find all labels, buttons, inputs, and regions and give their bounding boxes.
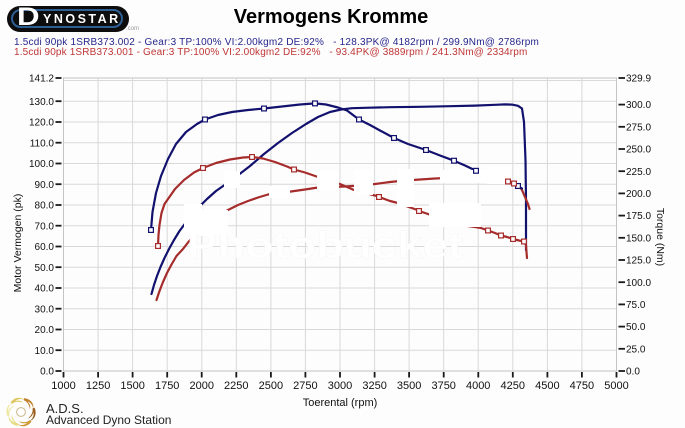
svg-text:Toerental (rpm): Toerental (rpm)	[303, 397, 378, 409]
svg-text:300.0: 300.0	[626, 100, 651, 111]
svg-text:20.0: 20.0	[35, 325, 55, 336]
svg-text:4750: 4750	[570, 380, 594, 392]
svg-text:50.0: 50.0	[35, 263, 55, 274]
svg-text:Torque (Nm): Torque (Nm)	[654, 208, 666, 266]
svg-text:0.0: 0.0	[40, 367, 54, 378]
svg-text:1250: 1250	[86, 380, 110, 392]
svg-text:2500: 2500	[259, 380, 283, 392]
svg-text:10.0: 10.0	[35, 346, 55, 357]
svg-text:Photobucket: Photobucket	[187, 225, 463, 267]
svg-text:40.0: 40.0	[35, 284, 55, 295]
svg-text:250.0: 250.0	[626, 145, 651, 156]
svg-text:141.2: 141.2	[29, 74, 54, 85]
svg-text:1500: 1500	[120, 380, 144, 392]
svg-text:125.0: 125.0	[626, 256, 651, 267]
svg-text:50.0: 50.0	[626, 322, 646, 333]
svg-text:110.0: 110.0	[30, 138, 55, 149]
svg-text:100.0: 100.0	[29, 159, 54, 170]
svg-text:329.9: 329.9	[626, 74, 651, 85]
svg-text:275.0: 275.0	[626, 122, 651, 133]
svg-text:25.0: 25.0	[626, 344, 646, 355]
svg-text:150.0: 150.0	[626, 233, 651, 244]
svg-text:2250: 2250	[224, 380, 248, 392]
svg-text:130.0: 130.0	[29, 97, 54, 108]
svg-text:80.0: 80.0	[35, 201, 55, 212]
svg-text:90.0: 90.0	[35, 180, 55, 191]
svg-text:200.0: 200.0	[626, 189, 651, 200]
svg-text:225.0: 225.0	[626, 167, 651, 178]
svg-text:120.0: 120.0	[29, 118, 54, 129]
svg-text:175.0: 175.0	[626, 211, 651, 222]
svg-text:1000: 1000	[51, 380, 75, 392]
svg-text:3000: 3000	[328, 380, 352, 392]
svg-text:75.0: 75.0	[626, 300, 646, 311]
svg-text:2750: 2750	[293, 380, 317, 392]
svg-text:2000: 2000	[190, 380, 214, 392]
svg-text:0.0: 0.0	[626, 367, 640, 378]
svg-text:5000: 5000	[604, 380, 628, 392]
svg-text:4000: 4000	[466, 380, 490, 392]
svg-text:60.0: 60.0	[35, 242, 55, 253]
svg-text:1750: 1750	[155, 380, 179, 392]
svg-text:3500: 3500	[397, 380, 421, 392]
svg-text:100.0: 100.0	[626, 278, 651, 289]
svg-text:Motor Vermogen (pk): Motor Vermogen (pk)	[12, 194, 24, 293]
svg-text:3250: 3250	[362, 380, 386, 392]
svg-text:3750: 3750	[431, 380, 455, 392]
svg-text:70.0: 70.0	[35, 221, 55, 232]
svg-text:4250: 4250	[501, 380, 525, 392]
svg-text:30.0: 30.0	[35, 304, 55, 315]
svg-text:4500: 4500	[535, 380, 559, 392]
